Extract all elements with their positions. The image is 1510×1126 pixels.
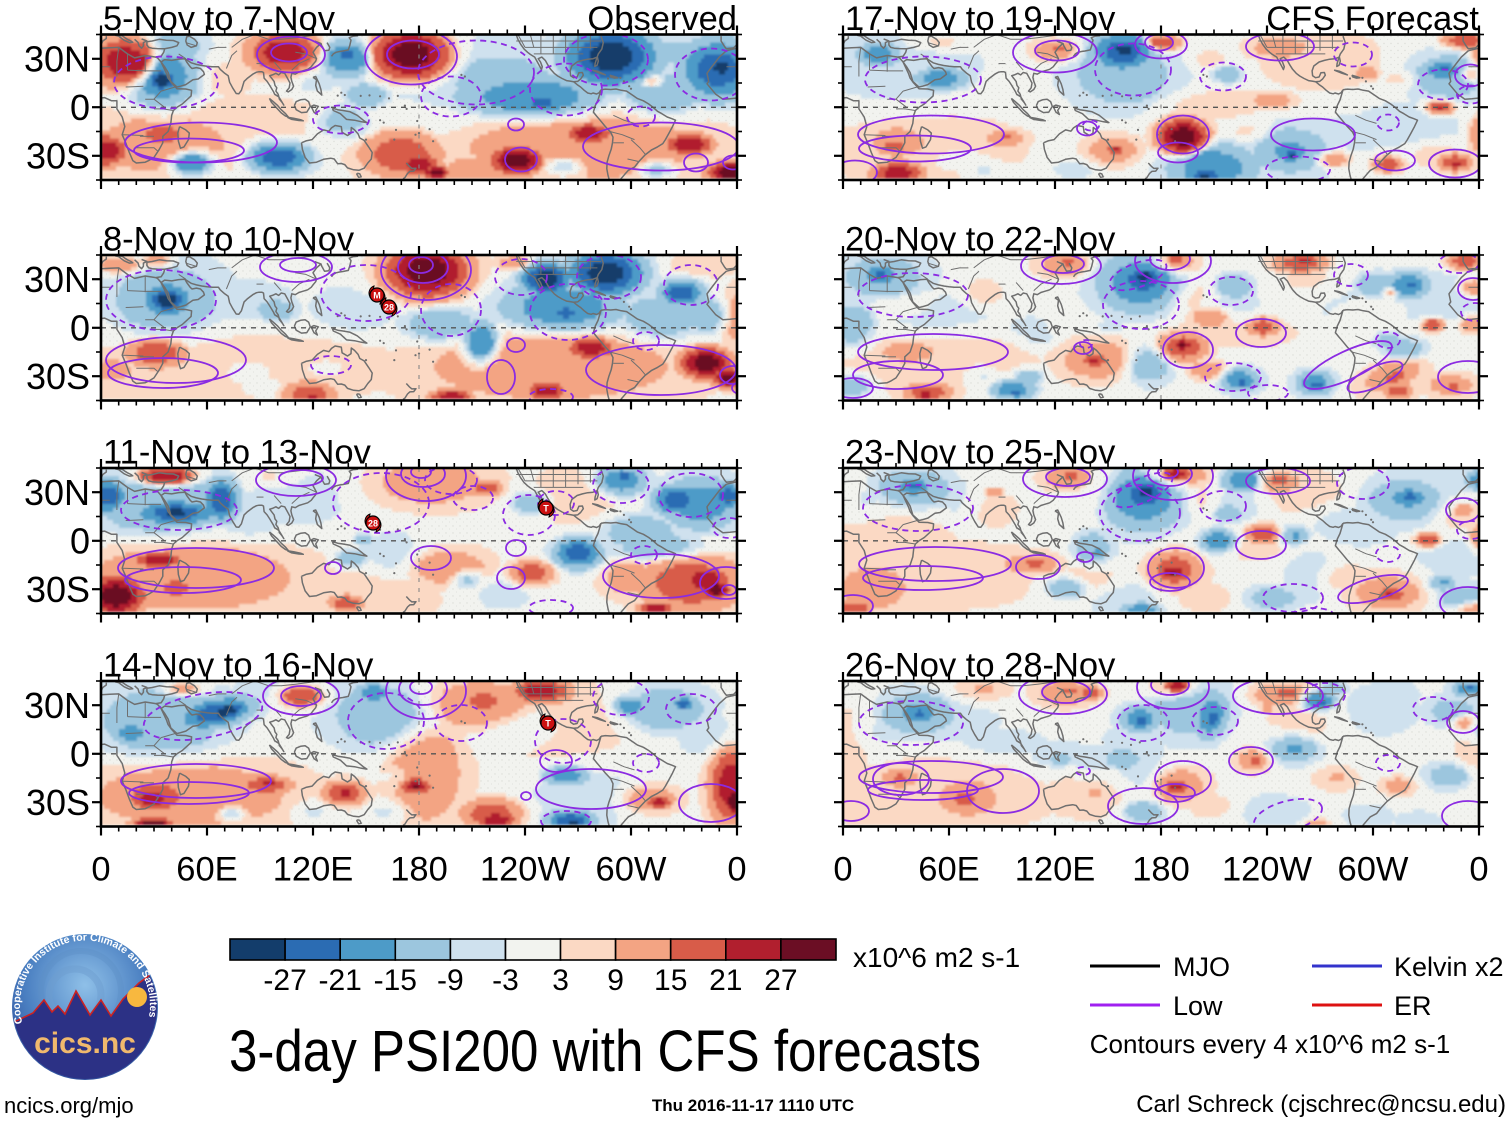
svg-text:180: 180: [390, 851, 448, 889]
svg-text:Low: Low: [1173, 991, 1223, 1021]
svg-text:Carl Schreck (cjschrec@ncsu.ed: Carl Schreck (cjschrec@ncsu.edu): [1136, 1091, 1506, 1118]
svg-text:3-day PSI200 with CFS forecast: 3-day PSI200 with CFS forecasts: [229, 1019, 981, 1084]
svg-text:27: 27: [764, 964, 797, 997]
svg-text:9: 9: [607, 964, 624, 997]
svg-text:0: 0: [833, 851, 852, 889]
svg-text:30S: 30S: [26, 569, 90, 610]
svg-text:T: T: [545, 719, 551, 729]
svg-text:Observed: Observed: [587, 0, 737, 38]
svg-text:ER: ER: [1394, 991, 1432, 1021]
svg-text:Kelvin x2: Kelvin x2: [1394, 952, 1504, 982]
svg-text:3: 3: [552, 964, 569, 997]
svg-text:30N: 30N: [24, 685, 90, 726]
svg-text:26-Nov to 28-Nov: 26-Nov to 28-Nov: [845, 647, 1116, 685]
svg-text:60W: 60W: [596, 851, 667, 889]
svg-text:0: 0: [70, 87, 90, 128]
svg-text:60W: 60W: [1338, 851, 1409, 889]
svg-text:-3: -3: [492, 964, 519, 997]
svg-text:0: 0: [70, 520, 90, 561]
svg-text:Thu 2016-11-17 1110 UTC: Thu 2016-11-17 1110 UTC: [652, 1096, 854, 1115]
svg-text:30N: 30N: [24, 259, 90, 300]
svg-text:-21: -21: [319, 964, 362, 997]
svg-text:MJO: MJO: [1173, 952, 1230, 982]
svg-text:120E: 120E: [273, 851, 354, 889]
svg-text:30S: 30S: [26, 356, 90, 397]
svg-text:30S: 30S: [26, 135, 90, 176]
svg-text:14-Nov to 16-Nov: 14-Nov to 16-Nov: [103, 647, 374, 685]
svg-text:cics.nc: cics.nc: [34, 1027, 136, 1060]
svg-text:11-Nov to 13-Nov: 11-Nov to 13-Nov: [103, 434, 372, 472]
svg-text:-15: -15: [374, 964, 417, 997]
svg-text:M: M: [373, 291, 381, 301]
svg-text:CFS Forecast: CFS Forecast: [1266, 0, 1479, 38]
svg-text:120W: 120W: [1222, 851, 1313, 889]
svg-text:15: 15: [654, 964, 687, 997]
svg-text:-27: -27: [263, 964, 306, 997]
svg-text:28: 28: [368, 519, 378, 529]
svg-text:30N: 30N: [24, 38, 90, 79]
svg-text:0: 0: [1469, 851, 1488, 889]
svg-text:0: 0: [727, 851, 746, 889]
svg-text:60E: 60E: [176, 851, 237, 889]
svg-text:8-Nov to 10-Nov: 8-Nov to 10-Nov: [103, 221, 355, 259]
svg-text:0: 0: [91, 851, 110, 889]
svg-text:28: 28: [384, 303, 394, 313]
svg-text:60E: 60E: [918, 851, 979, 889]
svg-text:-9: -9: [437, 964, 464, 997]
svg-text:30S: 30S: [26, 782, 90, 823]
svg-text:20-Nov to 22-Nov: 20-Nov to 22-Nov: [845, 221, 1116, 259]
svg-text:120W: 120W: [480, 851, 571, 889]
svg-text:120E: 120E: [1015, 851, 1096, 889]
svg-text:x10^6 m2 s-1: x10^6 m2 s-1: [853, 942, 1020, 973]
svg-text:5-Nov to 7-Nov: 5-Nov to 7-Nov: [103, 0, 336, 38]
svg-text:T: T: [543, 504, 549, 514]
svg-text:30N: 30N: [24, 472, 90, 513]
svg-text:21: 21: [709, 964, 742, 997]
svg-text:ncics.org/mjo: ncics.org/mjo: [4, 1093, 134, 1118]
svg-text:Contours every 4 x10^6 m2 s-1: Contours every 4 x10^6 m2 s-1: [1090, 1029, 1450, 1059]
svg-text:23-Nov to 25-Nov: 23-Nov to 25-Nov: [845, 434, 1116, 472]
svg-text:0: 0: [70, 307, 90, 348]
svg-text:17-Nov to 19-Nov: 17-Nov to 19-Nov: [845, 0, 1116, 38]
svg-text:0: 0: [70, 733, 90, 774]
svg-text:180: 180: [1132, 851, 1190, 889]
